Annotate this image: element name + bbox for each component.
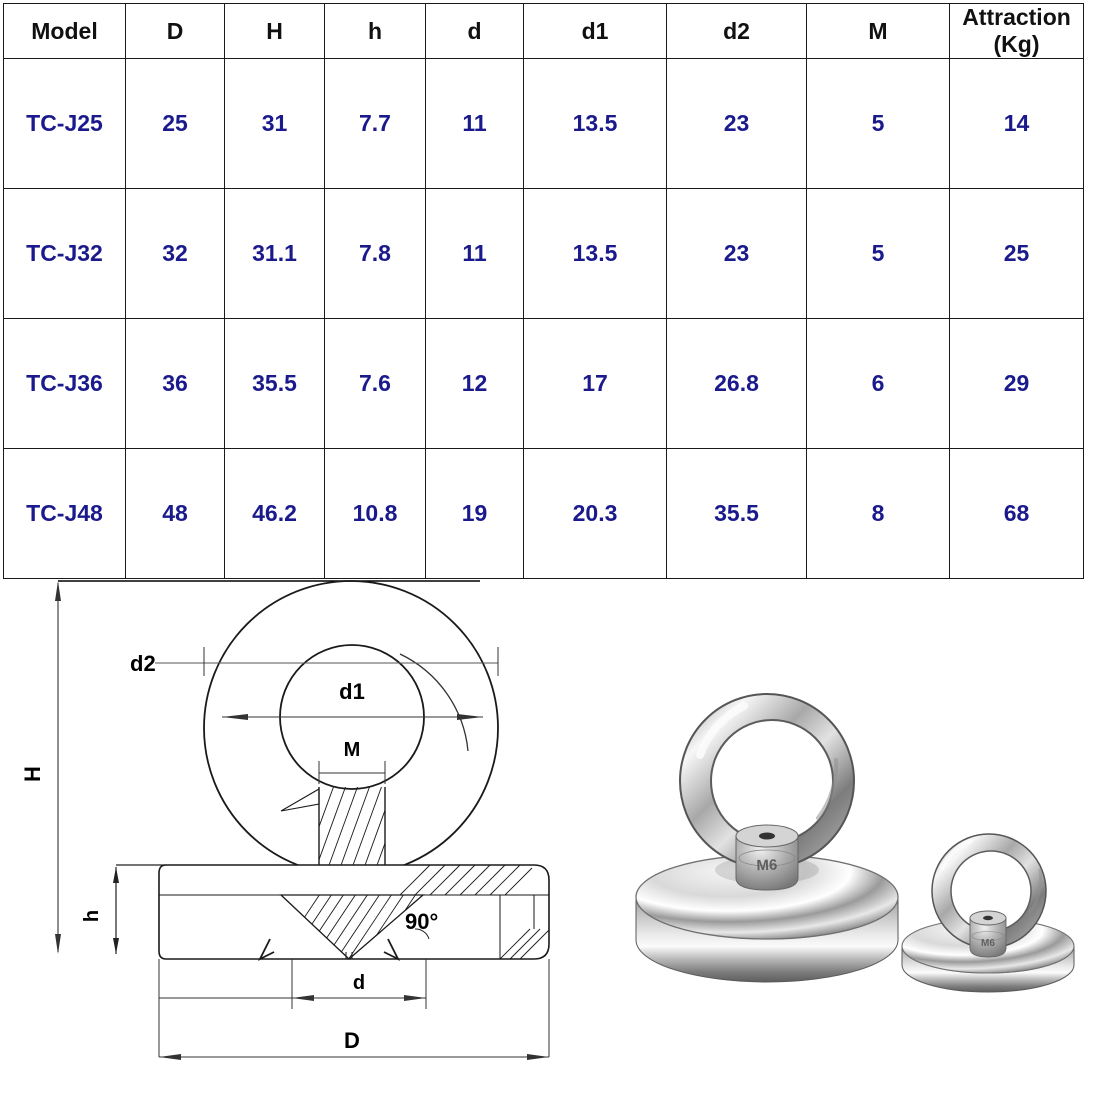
svg-text:M6: M6	[756, 857, 777, 875]
svg-text:M6: M6	[981, 938, 995, 949]
